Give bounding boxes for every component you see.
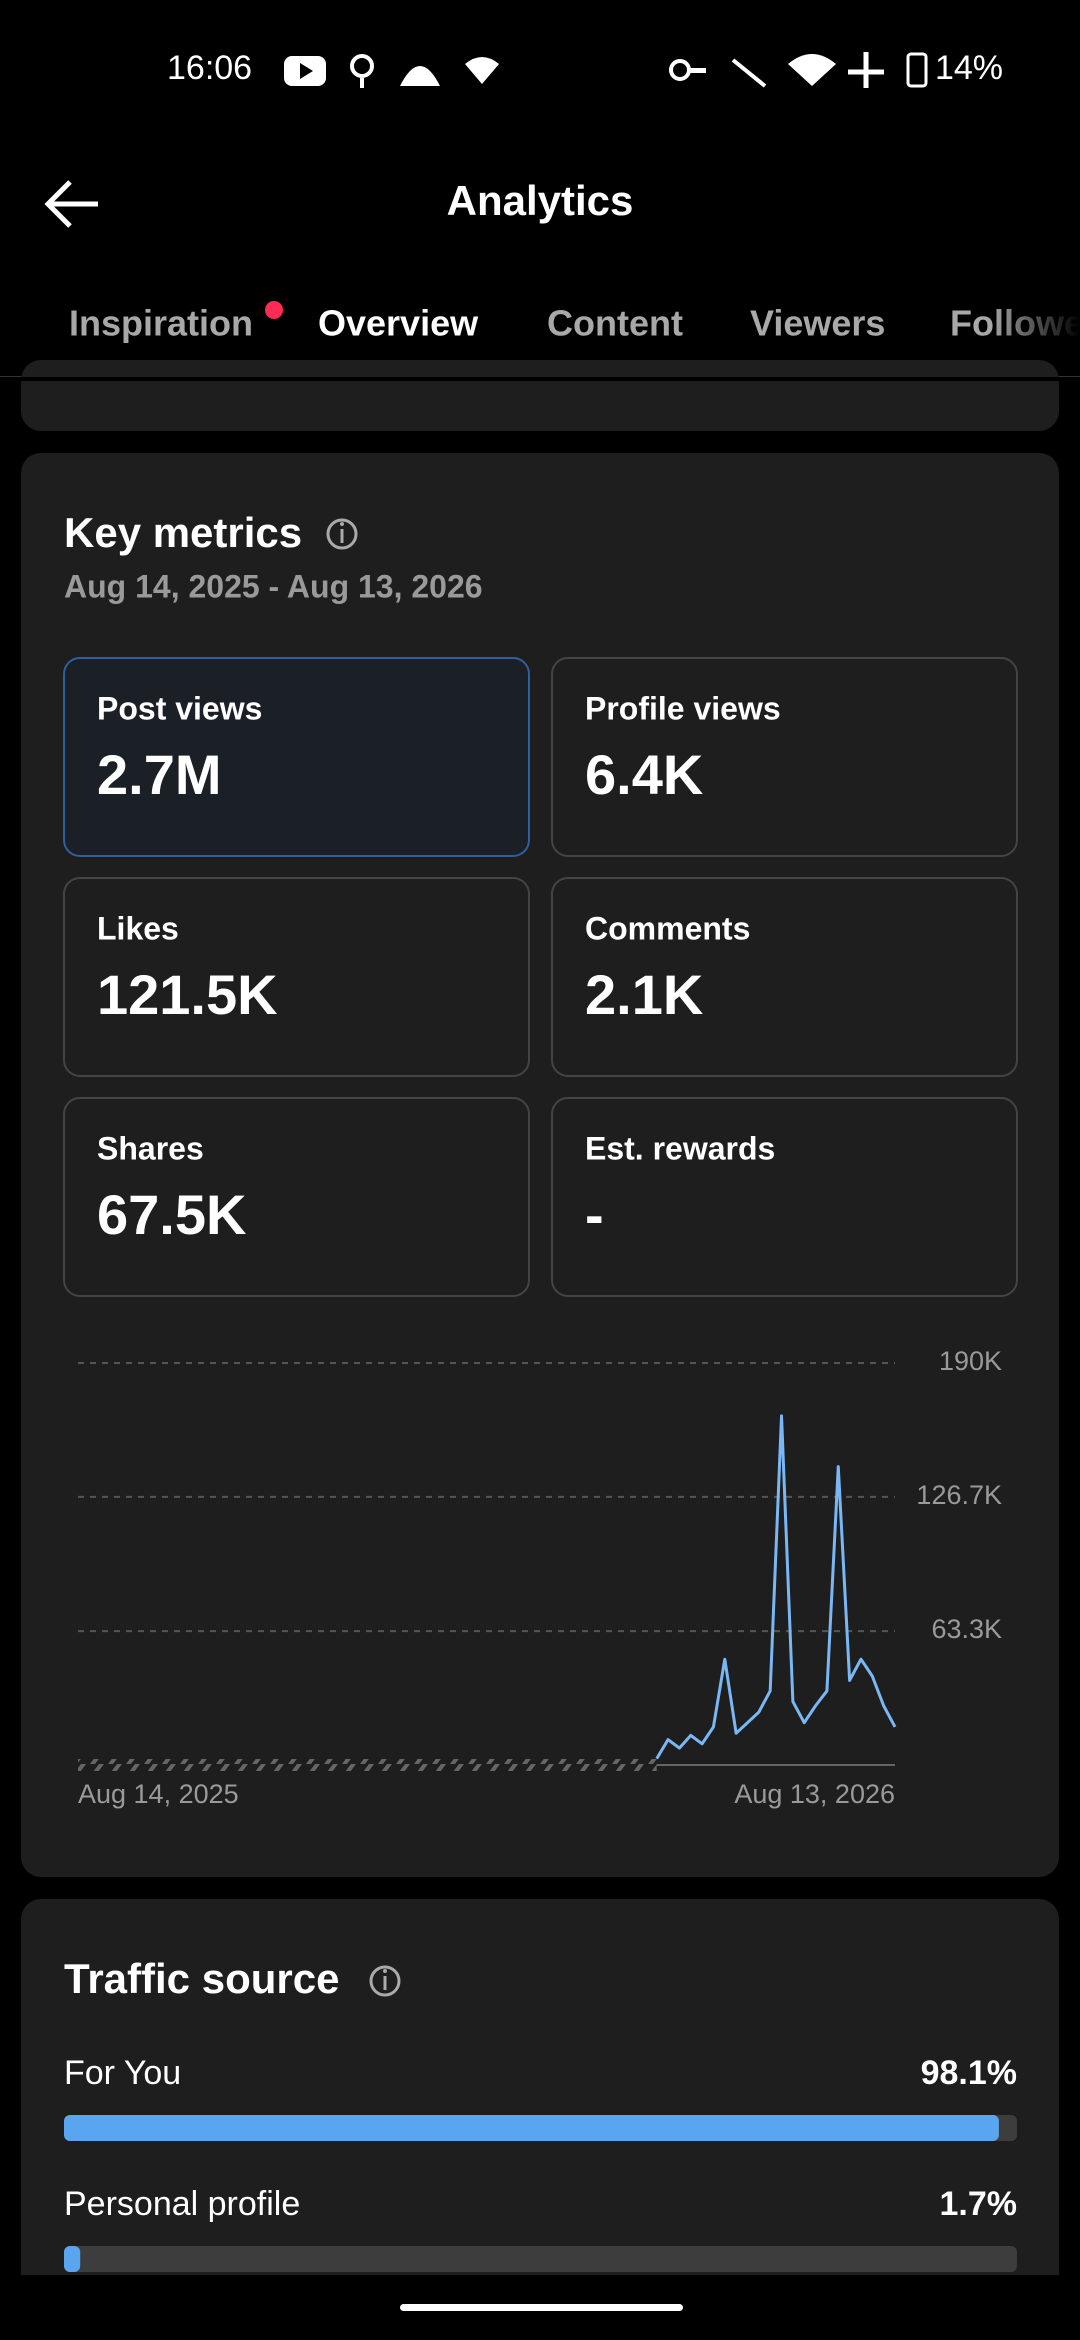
traffic-title: Traffic source xyxy=(64,1955,339,2002)
metric-label: Est. rewards xyxy=(585,1130,775,1166)
metric-label: Shares xyxy=(97,1130,204,1166)
x-tick-label: Aug 14, 2025 xyxy=(78,1779,239,1809)
traffic-value: 1.7% xyxy=(940,2185,1018,2223)
home-indicator[interactable] xyxy=(400,2304,683,2311)
line-chart: 63.3K 126.7K 190K Aug 14, 2025 Aug 13, 2026 xyxy=(78,1346,1002,1809)
info-icon[interactable] xyxy=(369,1965,401,1997)
metric-label: Post views xyxy=(97,690,262,726)
metric-card[interactable] xyxy=(551,1097,1018,1297)
metric-grid: Post views 2.7M Profile views 6.4K Likes 121.… xyxy=(63,657,1018,1297)
tab[interactable]: Viewers xyxy=(750,303,885,344)
notification-dot xyxy=(265,301,283,319)
metric-label: Comments xyxy=(585,910,750,946)
tab[interactable]: Overview xyxy=(318,303,479,344)
metric-value: 67.5K xyxy=(97,1183,246,1246)
info-icon[interactable] xyxy=(326,518,358,550)
y-tick-label: 126.7K xyxy=(916,1480,1002,1510)
traffic-bars: For You 98.1% Personal profile 1.7% xyxy=(64,2054,1017,2272)
status-icons xyxy=(284,52,928,88)
key-metrics-title: Key metrics xyxy=(64,509,302,556)
metric-value: 121.5K xyxy=(97,963,278,1026)
bar-track xyxy=(64,2246,1017,2272)
tab-fade xyxy=(990,275,1080,375)
metric-label: Profile views xyxy=(585,690,781,726)
bar xyxy=(64,2115,999,2141)
previous-card xyxy=(21,360,1059,431)
y-tick-label: 190K xyxy=(939,1346,1002,1376)
traffic-value: 98.1% xyxy=(921,2054,1017,2092)
metric-card[interactable] xyxy=(63,657,530,857)
bar xyxy=(64,2246,81,2272)
metric-value: 2.1K xyxy=(585,963,703,1026)
traffic-label: Personal profile xyxy=(64,2185,300,2223)
y-tick-label: 63.3K xyxy=(931,1614,1002,1644)
metric-card[interactable] xyxy=(551,657,1018,857)
no-data-hatch xyxy=(78,1759,657,1771)
status-time: 16:06 xyxy=(167,49,252,87)
date-range: Aug 14, 2025 - Aug 13, 2026 xyxy=(64,568,483,604)
back-button[interactable] xyxy=(44,180,98,228)
tab[interactable]: Content xyxy=(547,303,683,344)
traffic-label: For You xyxy=(64,2054,181,2092)
metric-value: - xyxy=(585,1183,604,1246)
page-title: Analytics xyxy=(447,177,634,224)
metric-value: 6.4K xyxy=(585,743,703,806)
status-battery: 14% xyxy=(935,49,1003,87)
tab[interactable]: Inspiration xyxy=(69,303,253,344)
metric-value: 2.7M xyxy=(97,743,222,806)
x-tick-label: Aug 13, 2026 xyxy=(734,1779,895,1809)
metric-label: Likes xyxy=(97,910,179,946)
tab-bar: InspirationOverviewContentViewersFollowe… xyxy=(69,303,1080,344)
metric-card[interactable] xyxy=(551,877,1018,1077)
metric-card[interactable] xyxy=(63,877,530,1077)
metric-card[interactable] xyxy=(63,1097,530,1297)
mask xyxy=(0,377,1080,381)
data-line xyxy=(655,1414,897,1760)
